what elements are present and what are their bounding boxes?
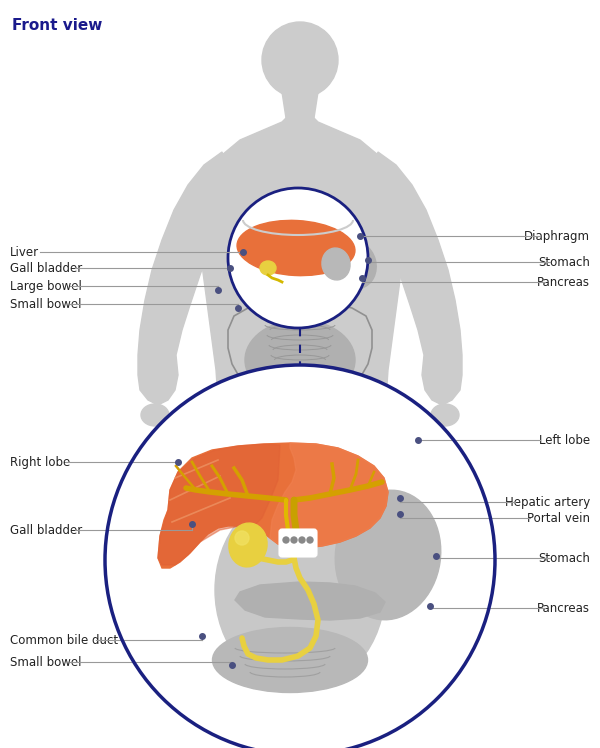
Text: Common bile duct: Common bile duct bbox=[10, 634, 118, 646]
FancyBboxPatch shape bbox=[265, 284, 351, 306]
Ellipse shape bbox=[322, 248, 350, 280]
Circle shape bbox=[283, 537, 289, 543]
Text: Right lobe: Right lobe bbox=[10, 456, 70, 468]
Text: Small bowel: Small bowel bbox=[10, 655, 82, 669]
Text: Stomach: Stomach bbox=[538, 256, 590, 269]
Circle shape bbox=[228, 188, 368, 328]
Ellipse shape bbox=[334, 241, 376, 289]
Polygon shape bbox=[282, 92, 318, 118]
Polygon shape bbox=[198, 118, 402, 440]
Ellipse shape bbox=[237, 221, 355, 275]
Ellipse shape bbox=[229, 523, 267, 567]
Circle shape bbox=[105, 365, 495, 748]
Text: Diaphragm: Diaphragm bbox=[524, 230, 590, 242]
Ellipse shape bbox=[260, 261, 276, 275]
Text: Hepatic artery: Hepatic artery bbox=[505, 495, 590, 509]
Ellipse shape bbox=[235, 531, 249, 545]
FancyBboxPatch shape bbox=[279, 529, 317, 557]
Polygon shape bbox=[270, 443, 388, 548]
Text: Left lobe: Left lobe bbox=[539, 434, 590, 447]
Ellipse shape bbox=[335, 490, 441, 620]
Polygon shape bbox=[372, 152, 462, 405]
Text: Front view: Front view bbox=[12, 18, 103, 33]
Circle shape bbox=[291, 537, 297, 543]
Text: Gall bladder: Gall bladder bbox=[10, 524, 82, 536]
Ellipse shape bbox=[245, 320, 355, 400]
Text: Pancreas: Pancreas bbox=[537, 601, 590, 615]
Circle shape bbox=[307, 537, 313, 543]
Text: Stomach: Stomach bbox=[538, 551, 590, 565]
Circle shape bbox=[262, 22, 338, 98]
Text: Pancreas: Pancreas bbox=[537, 275, 590, 289]
Text: Liver: Liver bbox=[10, 245, 39, 259]
Polygon shape bbox=[235, 582, 385, 620]
Text: Small bowel: Small bowel bbox=[10, 298, 82, 310]
Polygon shape bbox=[158, 444, 280, 565]
Circle shape bbox=[299, 537, 305, 543]
Text: Portal vein: Portal vein bbox=[527, 512, 590, 524]
Ellipse shape bbox=[141, 404, 169, 426]
Ellipse shape bbox=[215, 490, 385, 690]
Ellipse shape bbox=[431, 404, 459, 426]
Ellipse shape bbox=[212, 628, 367, 693]
Polygon shape bbox=[138, 152, 228, 405]
Polygon shape bbox=[158, 443, 388, 568]
Text: Large bowel: Large bowel bbox=[10, 280, 82, 292]
Text: Gall bladder: Gall bladder bbox=[10, 262, 82, 275]
